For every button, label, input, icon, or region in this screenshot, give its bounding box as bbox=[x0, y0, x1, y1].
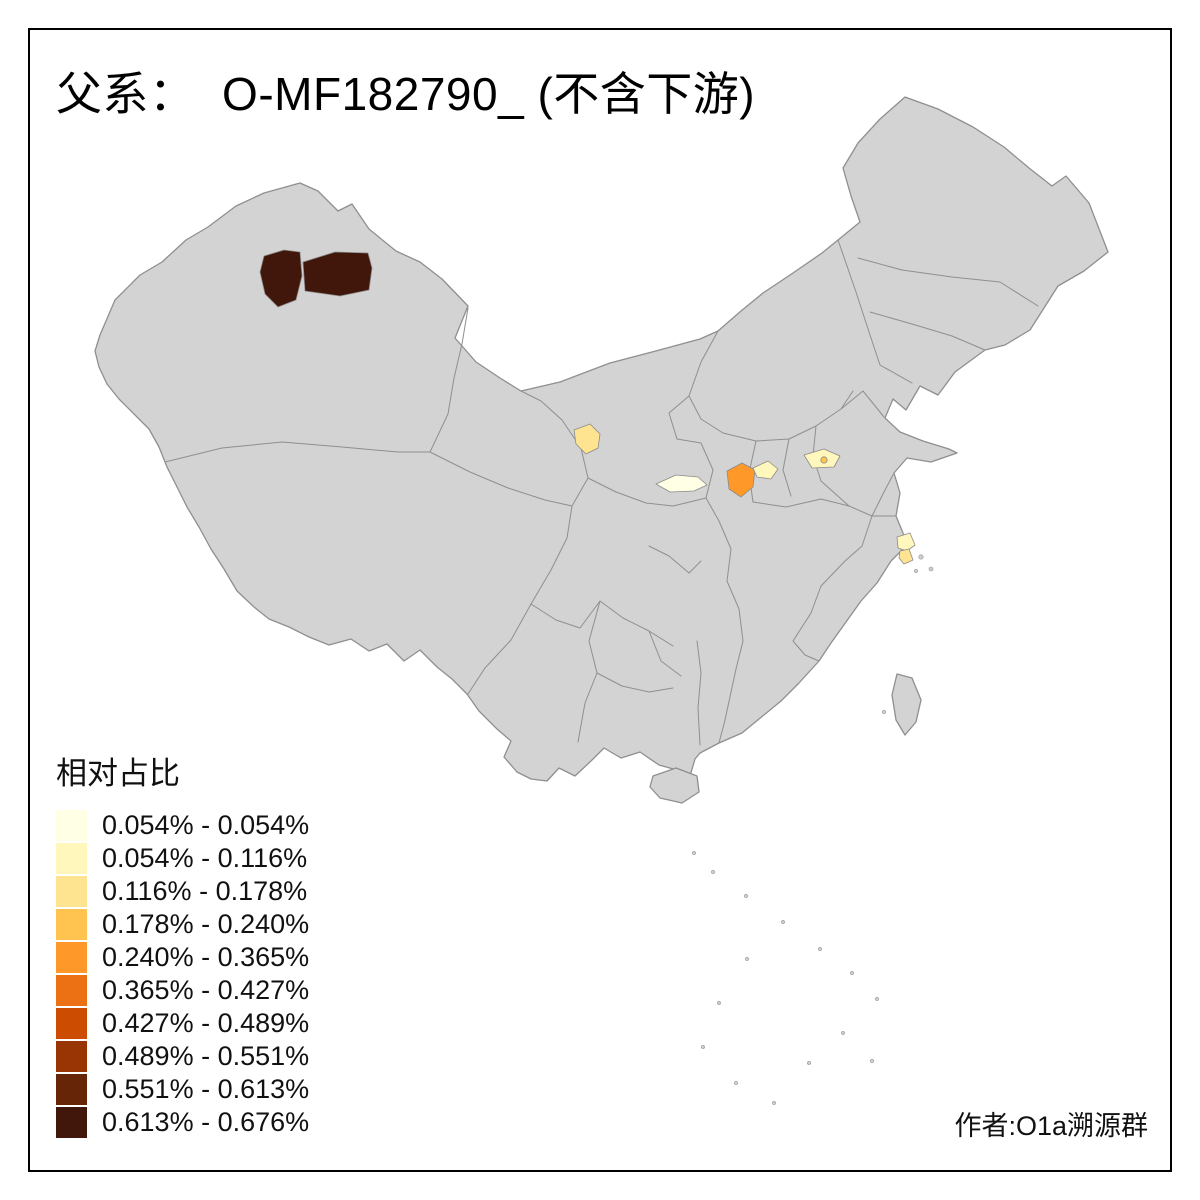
legend-swatch-icon bbox=[56, 1107, 87, 1138]
legend-label: 0.365% - 0.427% bbox=[102, 975, 310, 1005]
legend-color-swatch bbox=[56, 1008, 87, 1039]
legend-color-swatch bbox=[56, 975, 87, 1006]
legend-label: 0.116% - 0.178% bbox=[102, 876, 308, 906]
map-region-shanghai-south bbox=[898, 548, 914, 565]
hainan-island bbox=[649, 767, 700, 804]
legend-row: 0.489% - 0.551% bbox=[56, 1040, 309, 1073]
legend-swatch-icon bbox=[56, 876, 87, 907]
map-region-central-henan bbox=[752, 460, 779, 480]
legend-row: 0.178% - 0.240% bbox=[56, 908, 309, 941]
map-legend: 相对占比 0.054% - 0.054% 0.054% - 0.116% 0.1… bbox=[56, 748, 309, 1139]
coastal-islet bbox=[882, 710, 886, 714]
taiwan-island bbox=[891, 673, 922, 736]
legend-color-swatch bbox=[56, 876, 87, 907]
islet bbox=[807, 1061, 811, 1065]
legend-color-swatch bbox=[56, 1107, 87, 1138]
legend-label: 0.178% - 0.240% bbox=[102, 909, 310, 939]
islet bbox=[717, 1001, 721, 1005]
islet bbox=[692, 851, 696, 855]
legend-swatch-icon bbox=[56, 909, 87, 940]
legend-color-swatch bbox=[56, 909, 87, 940]
legend-swatch-icon bbox=[56, 975, 87, 1006]
legend-swatch-icon bbox=[56, 942, 87, 973]
islet bbox=[850, 971, 854, 975]
coastal-islet bbox=[918, 554, 924, 560]
page-title: 父系： O-MF182790_ (不含下游) bbox=[56, 68, 756, 120]
legend-row: 0.054% - 0.116% bbox=[56, 842, 309, 875]
islet bbox=[841, 1031, 845, 1035]
legend-swatch-icon bbox=[56, 843, 87, 874]
legend-swatch-icon bbox=[56, 1008, 87, 1039]
legend-label: 0.240% - 0.365% bbox=[102, 942, 310, 972]
legend-label: 0.613% - 0.676% bbox=[102, 1107, 310, 1137]
legend-swatch-icon bbox=[56, 1074, 87, 1105]
map-region-south-shaanxi bbox=[655, 474, 708, 493]
islet bbox=[701, 1045, 705, 1049]
islet bbox=[772, 1101, 776, 1105]
coastal-islet bbox=[928, 566, 934, 572]
legend-color-swatch bbox=[56, 1074, 87, 1105]
map-region-west-henan bbox=[726, 462, 756, 498]
islet bbox=[870, 1059, 874, 1063]
islet bbox=[781, 920, 785, 924]
legend-label: 0.551% - 0.613% bbox=[102, 1074, 310, 1104]
legend-swatch-icon bbox=[56, 1041, 87, 1072]
islet bbox=[744, 894, 748, 898]
legend-color-swatch bbox=[56, 942, 87, 973]
legend-row: 0.054% - 0.054% bbox=[56, 809, 309, 842]
legend-row: 0.365% - 0.427% bbox=[56, 974, 309, 1007]
islet bbox=[875, 997, 879, 1001]
legend-row: 0.613% - 0.676% bbox=[56, 1106, 309, 1139]
map-region-shandong-small bbox=[820, 456, 828, 464]
legend-color-swatch bbox=[56, 1041, 87, 1072]
islet bbox=[711, 870, 715, 874]
mainland-outline bbox=[94, 96, 1109, 782]
coastal-islet bbox=[914, 569, 918, 573]
legend-row: 0.427% - 0.489% bbox=[56, 1007, 309, 1040]
map-region-gansu bbox=[573, 423, 601, 455]
legend-label: 0.427% - 0.489% bbox=[102, 1008, 310, 1038]
legend-label: 0.489% - 0.551% bbox=[102, 1041, 310, 1071]
legend-title: 相对占比 bbox=[56, 756, 180, 791]
legend-color-swatch bbox=[56, 810, 87, 841]
islet bbox=[818, 947, 822, 951]
legend-row: 0.240% - 0.365% bbox=[56, 941, 309, 974]
province-boundaries bbox=[164, 239, 1039, 746]
legend-row: 0.551% - 0.613% bbox=[56, 1073, 309, 1106]
map-region-north-xinjiang-west bbox=[259, 249, 303, 308]
south-china-sea-islets bbox=[692, 851, 879, 1105]
author-credit: 作者:O1a溯源群 bbox=[954, 1111, 1148, 1141]
map-region-north-xinjiang-east bbox=[302, 251, 373, 297]
islet bbox=[745, 957, 749, 961]
legend-color-swatch bbox=[56, 843, 87, 874]
legend-label: 0.054% - 0.054% bbox=[102, 810, 310, 840]
legend-row: 0.116% - 0.178% bbox=[56, 875, 309, 908]
islet bbox=[734, 1081, 738, 1085]
legend-swatch-icon bbox=[56, 810, 87, 841]
legend-label: 0.054% - 0.116% bbox=[102, 843, 308, 873]
map-region-shanghai-north bbox=[896, 532, 916, 552]
